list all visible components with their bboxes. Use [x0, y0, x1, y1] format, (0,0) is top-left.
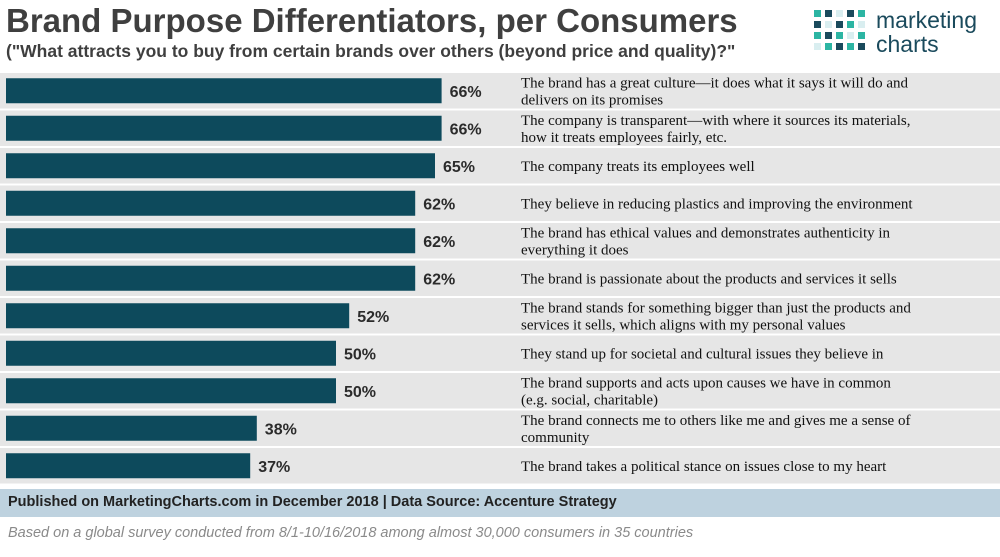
- marketingcharts-logo: marketing charts: [814, 8, 994, 60]
- category-label: how it treats employees fairly, etc.: [521, 130, 727, 146]
- logo-dot: [814, 43, 821, 50]
- chart-subtitle: ("What attracts you to buy from certain …: [6, 41, 736, 61]
- bar: [6, 378, 336, 404]
- logo-text: marketing charts: [876, 8, 977, 56]
- data-label: 37%: [258, 459, 290, 476]
- logo-dot: [825, 32, 832, 39]
- logo-dot: [858, 32, 865, 39]
- data-label: 62%: [423, 234, 455, 251]
- footer-band: [0, 489, 1000, 517]
- logo-dot: [836, 32, 843, 39]
- category-label: everything it does: [521, 242, 629, 258]
- logo-dots-icon: [814, 10, 865, 50]
- logo-dot: [858, 21, 865, 28]
- category-label: The brand has ethical values and demonst…: [521, 225, 891, 241]
- logo-dot: [814, 32, 821, 39]
- logo-dot: [836, 10, 843, 17]
- data-label: 50%: [344, 346, 376, 363]
- category-label: delivers on its promises: [521, 92, 663, 108]
- bar: [6, 265, 416, 291]
- bar: [6, 228, 416, 254]
- logo-dot: [847, 10, 854, 17]
- data-label: 52%: [357, 309, 389, 326]
- category-label: services it sells, which aligns with my …: [521, 317, 846, 333]
- logo-dot: [825, 10, 832, 17]
- bar-chart: 66% The brand has a great culture—it does…: [0, 73, 1000, 484]
- bar: [6, 153, 435, 179]
- category-label: They believe in reducing plastics and im…: [521, 196, 913, 212]
- logo-dot: [825, 21, 832, 28]
- logo-dot: [836, 43, 843, 50]
- logo-dot: [814, 10, 821, 17]
- category-label: They stand up for societal and cultural …: [521, 346, 884, 362]
- bar: [6, 340, 336, 366]
- data-label: 38%: [265, 421, 297, 438]
- data-label: 66%: [450, 84, 482, 101]
- chart-title: Brand Purpose Differentiators, per Consu…: [6, 2, 738, 39]
- category-label: The company is transparent—with where it…: [521, 113, 910, 129]
- logo-dot: [847, 21, 854, 28]
- category-label: The brand supports and acts upon causes …: [521, 375, 891, 391]
- logo-dot: [858, 43, 865, 50]
- logo-text-line1: marketing: [876, 7, 977, 33]
- logo-dot: [858, 10, 865, 17]
- logo-text-line2: charts: [876, 31, 939, 57]
- source-footer: Published on MarketingCharts.com in Dece…: [8, 494, 617, 510]
- logo-dot: [847, 32, 854, 39]
- category-label: (e.g. social, charitable): [521, 392, 658, 408]
- category-label: The brand connects me to others like me …: [521, 413, 910, 429]
- category-label: The brand has a great culture—it does wh…: [521, 75, 908, 91]
- data-label: 62%: [423, 271, 455, 288]
- data-label: 66%: [450, 121, 482, 138]
- data-label: 50%: [344, 384, 376, 401]
- survey-note: Based on a global survey conducted from …: [8, 525, 694, 541]
- bar: [6, 78, 442, 104]
- logo-dot: [847, 43, 854, 50]
- logo-dot: [825, 43, 832, 50]
- logo-dot: [836, 21, 843, 28]
- category-label: community: [521, 430, 590, 446]
- data-label: 62%: [423, 196, 455, 213]
- bar: [6, 303, 350, 329]
- category-label: The company treats its employees well: [521, 159, 755, 175]
- bar: [6, 115, 442, 141]
- category-label: The brand is passionate about the produc…: [521, 271, 897, 287]
- bar: [6, 453, 251, 479]
- data-label: 65%: [443, 159, 475, 176]
- bar: [6, 415, 257, 441]
- bar: [6, 190, 416, 216]
- category-label: The brand takes a political stance on is…: [521, 459, 887, 475]
- category-label: The brand stands for something bigger th…: [521, 300, 911, 316]
- logo-dot: [814, 21, 821, 28]
